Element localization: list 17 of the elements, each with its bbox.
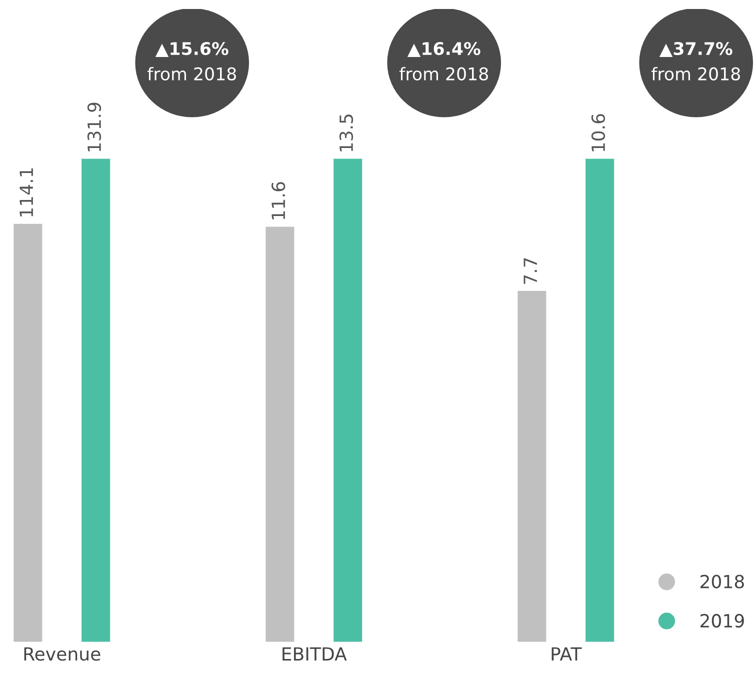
text: from 2018 xyxy=(399,67,488,80)
x-tick-label: EBITDA xyxy=(282,647,347,660)
text: ▲37.7% xyxy=(659,42,732,58)
x-tick-label: Revenue xyxy=(24,647,100,661)
text: ▲16.4% xyxy=(407,42,480,58)
legend-label: 2019 xyxy=(700,614,744,628)
text: from 2018 xyxy=(651,67,740,80)
data-label: 7.7 xyxy=(524,258,537,284)
text: ▲15.6% xyxy=(155,42,228,58)
data-label: 131.9 xyxy=(87,102,102,152)
x-tick-label: PAT xyxy=(552,647,582,660)
data-label: 11.6 xyxy=(272,182,286,220)
data-label: 13.5 xyxy=(339,114,354,152)
legend-label: 2018 xyxy=(700,574,744,588)
data-label: 10.6 xyxy=(591,114,606,152)
text: from 2018 xyxy=(147,67,236,80)
data-label: 114.1 xyxy=(20,168,33,216)
